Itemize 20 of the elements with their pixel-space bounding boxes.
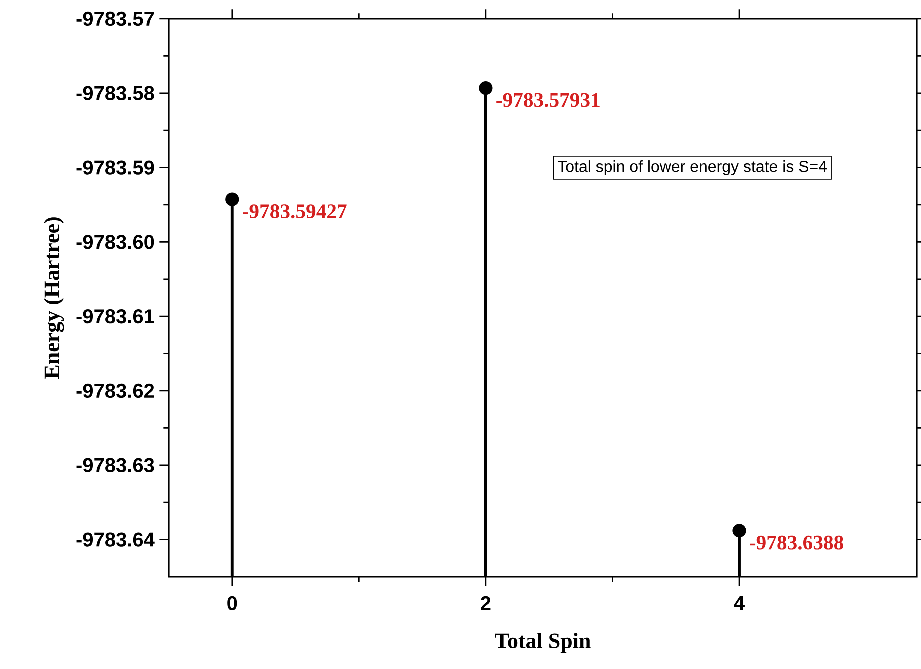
y-tick-label: -9783.60 [76, 235, 154, 250]
x-tick-label: 2 [481, 596, 491, 610]
annotation: Total spin of lower energy state is S=4 [558, 160, 828, 176]
y-tick-label: -9783.57 [76, 12, 154, 26]
point [226, 192, 240, 206]
y-tick-label: -9783.58 [76, 86, 154, 100]
y-tick-label: -9783.59 [76, 160, 154, 175]
data-label: -9783.6388 [750, 536, 844, 550]
data-label: -9783.59427 [243, 204, 347, 219]
y-tick-label: -9783.64 [76, 532, 155, 547]
data-label: -9783.57931 [496, 93, 600, 108]
y-tick-label: -9783.61 [76, 310, 154, 324]
x-tick-label: 4 [734, 596, 745, 610]
x-tick-label: 0 [228, 596, 238, 611]
point [479, 81, 493, 96]
y-axis-title: Energy (Hartree) [44, 218, 64, 379]
x-axis-title: Total Spin [495, 633, 591, 653]
point [732, 524, 746, 538]
y-tick-label: -9783.62 [76, 384, 154, 398]
y-tick-label: -9783.63 [76, 458, 154, 472]
